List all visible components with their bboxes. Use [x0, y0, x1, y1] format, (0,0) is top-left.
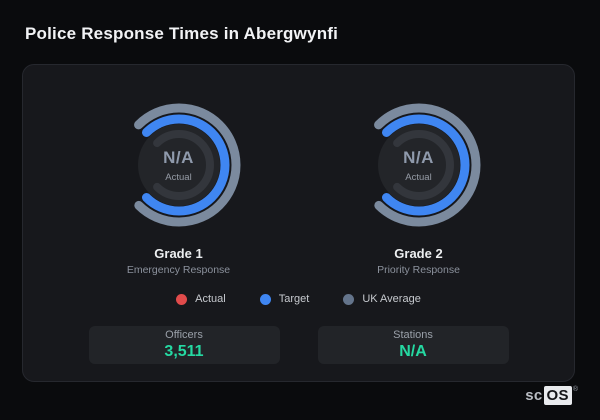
actual-track-arc: [383, 130, 454, 200]
gauges-row: N/A Actual Grade 1 Emergency Response N/…: [84, 95, 514, 276]
stat-value: 3,511: [164, 343, 204, 360]
stat-box-officers: Officers 3,511: [88, 326, 280, 364]
legend-label: UK Average: [362, 293, 421, 305]
uk-average-arc: [116, 103, 240, 227]
gauge-subtitle: Emergency Response: [126, 264, 231, 276]
target-arc: [128, 114, 229, 216]
target-dot-icon: [259, 293, 271, 305]
stat-box-stations: Stations N/A: [317, 326, 509, 364]
logo-prefix: sc: [525, 387, 543, 404]
gauge-grade-2: N/A Actual Grade 2 Priority Response: [324, 95, 514, 276]
gauge-title: Grade 2: [394, 246, 443, 261]
legend-item-uk-average[interactable]: UK Average: [343, 293, 421, 305]
scos-logo: sc OS ®: [525, 386, 578, 405]
uk-average-arc: [357, 103, 480, 227]
stat-label: Stations: [393, 328, 433, 341]
stat-value: N/A: [399, 343, 427, 360]
legend-label: Actual: [195, 293, 226, 305]
target-arc: [368, 114, 469, 216]
logo-box: OS: [543, 386, 572, 405]
actual-dot-icon: [176, 293, 188, 305]
response-times-card: N/A Actual Grade 1 Emergency Response N/…: [22, 64, 575, 382]
gauge-grade-1: N/A Actual Grade 1 Emergency Response: [84, 95, 274, 276]
legend: Actual Target UK Average: [176, 293, 421, 305]
gauge-subtitle: Priority Response: [377, 264, 460, 276]
legend-item-target[interactable]: Target: [259, 293, 310, 305]
stats-row: Officers 3,511 Stations N/A: [88, 326, 509, 364]
registered-trademark-icon: ®: [572, 386, 578, 393]
actual-track-arc: [143, 130, 214, 200]
uk-average-dot-icon: [343, 293, 355, 305]
gauge-svg-grade-1: [116, 103, 240, 227]
gauge-chart-grade-2: N/A Actual: [349, 95, 489, 235]
legend-label: Target: [278, 293, 310, 305]
legend-item-actual[interactable]: Actual: [176, 293, 226, 305]
page-title: Police Response Times in Abergwynfi: [25, 24, 339, 43]
gauge-chart-grade-1: N/A Actual: [109, 95, 249, 235]
stat-label: Officers: [165, 328, 203, 341]
gauge-svg-grade-2: [357, 103, 480, 227]
gauge-title: Grade 1: [154, 246, 203, 261]
